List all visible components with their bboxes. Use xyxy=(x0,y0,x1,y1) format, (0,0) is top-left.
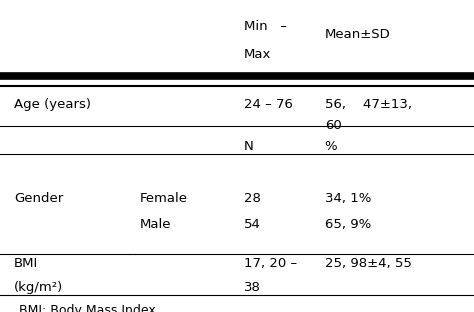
Text: Mean±SD: Mean±SD xyxy=(325,28,391,41)
Text: 25, 98±4, 55: 25, 98±4, 55 xyxy=(325,257,411,271)
Text: 54: 54 xyxy=(244,218,261,232)
Text: 60: 60 xyxy=(325,119,341,132)
Text: N: N xyxy=(244,140,254,154)
Text: Female: Female xyxy=(140,192,188,205)
Text: 24 – 76: 24 – 76 xyxy=(244,98,293,111)
Text: 34, 1%: 34, 1% xyxy=(325,192,371,205)
Text: Max: Max xyxy=(244,48,272,61)
Text: 38: 38 xyxy=(244,281,261,294)
Text: 17, 20 –: 17, 20 – xyxy=(244,257,297,271)
Text: BMI: Body Mass Index: BMI: Body Mass Index xyxy=(19,304,156,312)
Text: Min   –: Min – xyxy=(244,20,287,33)
Text: 56,    47±13,: 56, 47±13, xyxy=(325,98,412,111)
Text: Gender: Gender xyxy=(14,192,64,205)
Text: 28: 28 xyxy=(244,192,261,205)
Text: %: % xyxy=(325,140,337,154)
Text: (kg/m²): (kg/m²) xyxy=(14,281,64,294)
Text: Age (years): Age (years) xyxy=(14,98,91,111)
Text: Male: Male xyxy=(140,218,171,232)
Text: 65, 9%: 65, 9% xyxy=(325,218,371,232)
Text: BMI: BMI xyxy=(14,257,38,271)
